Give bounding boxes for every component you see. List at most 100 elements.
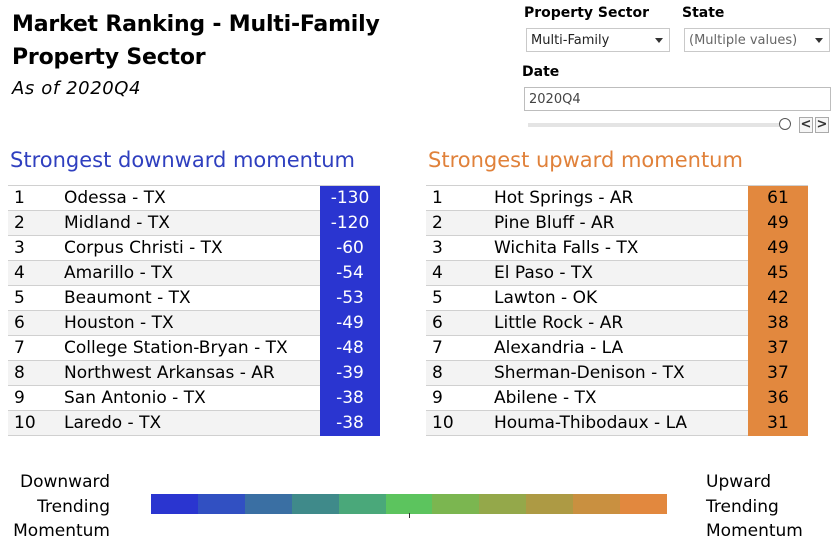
rank-number: 9: [432, 388, 443, 408]
property-sector-dropdown[interactable]: Multi-Family: [526, 28, 670, 52]
rank-number: 10: [14, 413, 36, 433]
legend-swatch: [338, 494, 386, 514]
market-name: Sherman-Denison - TX: [494, 363, 685, 383]
rank-number: 8: [14, 363, 25, 383]
table-row[interactable]: 6 Little Rock - AR 38: [426, 311, 808, 336]
legend-swatch: [526, 494, 574, 514]
table-row[interactable]: 8 Northwest Arkansas - AR -39: [8, 361, 380, 386]
downward-momentum-heading: Strongest downward momentum: [10, 148, 355, 172]
next-date-button[interactable]: >: [815, 117, 829, 133]
rank-number: 8: [432, 363, 443, 383]
rank-number: 6: [14, 313, 25, 333]
legend-swatch: [479, 494, 527, 514]
table-row[interactable]: 9 Abilene - TX 36: [426, 386, 808, 411]
table-row[interactable]: 7 College Station-Bryan - TX -48: [8, 336, 380, 361]
table-row[interactable]: 2 Midland - TX -120: [8, 211, 380, 236]
rank-number: 2: [14, 213, 25, 233]
legend-line: Upward: [706, 472, 772, 492]
rank-number: 4: [432, 263, 443, 283]
chevron-down-icon: [655, 38, 663, 43]
date-slider-handle[interactable]: [779, 118, 791, 130]
date-field[interactable]: 2020Q4: [524, 87, 831, 111]
date-label: Date: [522, 64, 560, 80]
market-name: Little Rock - AR: [494, 313, 624, 333]
table-row[interactable]: 4 El Paso - TX 45: [426, 261, 808, 286]
legend-swatch: [432, 494, 480, 514]
table-row[interactable]: 10 Laredo - TX -38: [8, 411, 380, 436]
legend-line: Momentum: [706, 521, 803, 541]
legend-swatch: [385, 494, 433, 514]
market-name: College Station-Bryan - TX: [64, 338, 288, 358]
market-name: Northwest Arkansas - AR: [64, 363, 275, 383]
table-row[interactable]: 10 Houma-Thibodaux - LA 31: [426, 411, 808, 436]
legend-center-tick: [409, 513, 410, 518]
momentum-value: -53: [320, 286, 380, 311]
legend-swatch: [573, 494, 621, 514]
chevron-down-icon: [815, 38, 823, 43]
table-row[interactable]: 7 Alexandria - LA 37: [426, 336, 808, 361]
state-label: State: [682, 5, 725, 21]
table-row[interactable]: 5 Lawton - OK 42: [426, 286, 808, 311]
table-row[interactable]: 3 Wichita Falls - TX 49: [426, 236, 808, 261]
table-row[interactable]: 5 Beaumont - TX -53: [8, 286, 380, 311]
rank-number: 1: [432, 188, 443, 208]
rank-number: 7: [432, 338, 443, 358]
momentum-value: 37: [748, 361, 808, 386]
upward-momentum-table: 1 Hot Springs - AR 61 2 Pine Bluff - AR 49 3…: [426, 185, 808, 436]
market-name: Alexandria - LA: [494, 338, 624, 358]
table-row[interactable]: 1 Odessa - TX -130: [8, 186, 380, 211]
momentum-value: 49: [748, 211, 808, 236]
market-name: Lawton - OK: [494, 288, 598, 308]
momentum-value: 31: [748, 411, 808, 436]
previous-date-button[interactable]: <: [799, 117, 813, 133]
momentum-value: -130: [320, 186, 380, 211]
table-row[interactable]: 2 Pine Bluff - AR 49: [426, 211, 808, 236]
legend-downward-label: Downward Trending Momentum: [10, 470, 110, 544]
legend-swatch: [151, 494, 198, 514]
state-value: (Multiple values): [689, 33, 798, 48]
momentum-value: -38: [320, 411, 380, 436]
legend-line: Trending: [37, 496, 110, 517]
market-name: Corpus Christi - TX: [64, 238, 223, 258]
rank-number: 7: [14, 338, 25, 358]
momentum-value: -60: [320, 236, 380, 261]
rank-number: 5: [432, 288, 443, 308]
dashboard-subtitle: As of 2020Q4: [12, 78, 142, 99]
legend-swatch: [244, 494, 292, 514]
momentum-color-legend: [151, 494, 667, 514]
date-slider-track[interactable]: [528, 123, 783, 127]
momentum-value: -39: [320, 361, 380, 386]
momentum-value: 37: [748, 336, 808, 361]
market-name: Abilene - TX: [494, 388, 597, 408]
market-name: Pine Bluff - AR: [494, 213, 615, 233]
rank-number: 2: [432, 213, 443, 233]
rank-number: 3: [14, 238, 25, 258]
legend-line: Downward: [20, 472, 110, 492]
table-row[interactable]: 4 Amarillo - TX -54: [8, 261, 380, 286]
table-row[interactable]: 6 Houston - TX -49: [8, 311, 380, 336]
rank-number: 1: [14, 188, 25, 208]
market-name: Midland - TX: [64, 213, 170, 233]
table-row[interactable]: 9 San Antonio - TX -38: [8, 386, 380, 411]
momentum-value: -120: [320, 211, 380, 236]
momentum-value: 36: [748, 386, 808, 411]
market-name: Odessa - TX: [64, 188, 166, 208]
rank-number: 5: [14, 288, 25, 308]
downward-momentum-table: 1 Odessa - TX -130 2 Midland - TX -120 3 Corp…: [8, 185, 380, 436]
table-row[interactable]: 3 Corpus Christi - TX -60: [8, 236, 380, 261]
momentum-value: 61: [748, 186, 808, 211]
market-name: Amarillo - TX: [64, 263, 174, 283]
dashboard-title: Market Ranking - Multi-Family Property S…: [12, 12, 380, 70]
momentum-value: 45: [748, 261, 808, 286]
property-sector-value: Multi-Family: [531, 33, 610, 48]
rank-number: 4: [14, 263, 25, 283]
momentum-value: 42: [748, 286, 808, 311]
rank-number: 9: [14, 388, 25, 408]
momentum-value: -48: [320, 336, 380, 361]
upward-momentum-heading: Strongest upward momentum: [428, 148, 743, 172]
date-value: 2020Q4: [529, 92, 581, 107]
table-row[interactable]: 8 Sherman-Denison - TX 37: [426, 361, 808, 386]
table-row[interactable]: 1 Hot Springs - AR 61: [426, 186, 808, 211]
state-dropdown[interactable]: (Multiple values): [684, 28, 830, 52]
momentum-value: -38: [320, 386, 380, 411]
